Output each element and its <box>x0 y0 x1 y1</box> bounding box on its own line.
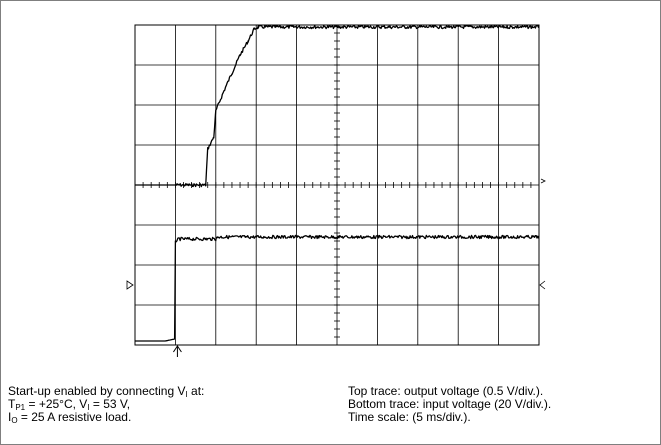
ground-level-marker <box>126 280 134 290</box>
caption-right-line-1: Top trace: output voltage (0.5 V/div.). <box>348 384 544 398</box>
caption-right-line-2: Bottom trace: input voltage (20 V/div.). <box>348 397 552 411</box>
caption-left-line-2: TP1 = +25°C, VI = 53 V, <box>8 397 131 412</box>
trace-top-output-voltage <box>135 24 540 188</box>
channel-marker-right <box>539 280 546 290</box>
caption-right-line-3: Time scale: (5 ms/div.). <box>348 410 471 424</box>
channel-marker-right <box>540 178 546 184</box>
trigger-marker <box>173 345 182 353</box>
trace-bottom-input-voltage <box>135 234 540 342</box>
caption-right: Top trace: output voltage (0.5 V/div.). … <box>348 385 551 424</box>
caption-left: Start-up enabled by connecting VI at: TP… <box>8 384 205 425</box>
caption-left-line-3: IO = 25 A resistive load. <box>8 410 132 425</box>
caption-left-line-1: Start-up enabled by connecting VI at: <box>8 384 205 399</box>
